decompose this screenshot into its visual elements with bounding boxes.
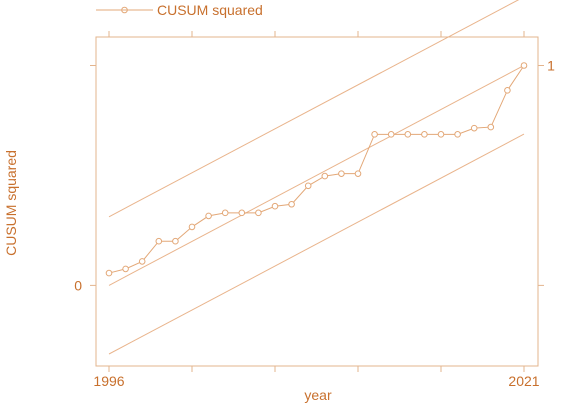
- reference-line-expected: [108, 65, 525, 286]
- data-point-1996: [105, 269, 113, 277]
- legend-marker: [121, 6, 128, 14]
- x-tick-label-2021: 2021: [508, 373, 539, 389]
- data-point-2012: [371, 131, 378, 138]
- data-point-2011: [354, 170, 362, 177]
- legend-label: CUSUM squared: [157, 2, 263, 18]
- reference-line-upper-bound: [108, 0, 520, 218]
- legend: CUSUM squared: [96, 2, 263, 18]
- data-point-2010: [338, 170, 345, 177]
- data-point-2004: [238, 209, 246, 217]
- y-axis-label: CUSUM squared: [3, 150, 19, 256]
- y-tick-label-left-0: 0: [74, 277, 82, 293]
- data-point-2009: [321, 172, 329, 180]
- data-point-2013: [387, 131, 395, 138]
- data-point-2005: [255, 209, 262, 217]
- x-axis-label: year: [304, 387, 332, 403]
- data-point-2007: [288, 200, 295, 208]
- data-point-2002: [205, 212, 212, 220]
- reference-line-lower-bound: [108, 133, 525, 355]
- data-point-2015: [421, 131, 428, 138]
- data-point-2021: [520, 62, 528, 69]
- x-tick-label-1996: 1996: [93, 373, 124, 389]
- axes: 1996 2021 0 1: [74, 31, 555, 389]
- reference-lines: [108, 0, 525, 355]
- y-tick-label-right-1: 1: [547, 57, 555, 73]
- data-point-2019: [487, 123, 495, 131]
- data-point-2008: [304, 182, 312, 190]
- data-point-2020: [504, 87, 511, 94]
- data-point-2006: [271, 202, 279, 210]
- data-point-2017: [454, 131, 461, 138]
- plot-frame: [95, 36, 539, 367]
- series-layer: [105, 62, 528, 277]
- data-point-2000: [172, 237, 179, 245]
- data-point-2001: [188, 223, 196, 231]
- data-point-1997: [122, 265, 129, 273]
- data-point-2018: [470, 124, 478, 132]
- data-point-1999: [155, 237, 163, 245]
- data-point-2003: [221, 209, 229, 217]
- data-point-2014: [404, 131, 412, 138]
- data-point-1998: [138, 258, 146, 265]
- data-point-2016: [437, 131, 445, 138]
